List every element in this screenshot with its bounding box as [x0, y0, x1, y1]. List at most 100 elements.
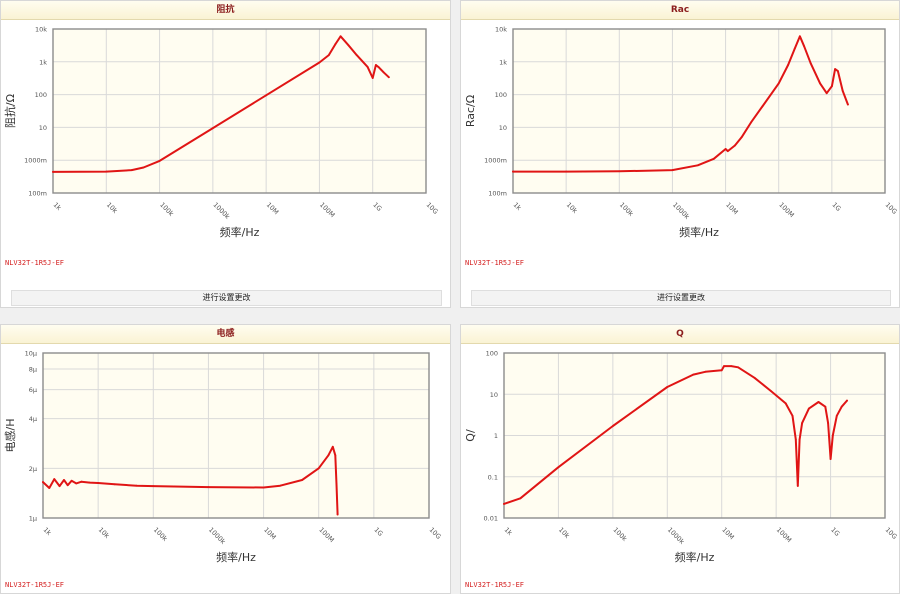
x-tick-label: 10k	[565, 201, 579, 215]
x-tick-label: 1G	[829, 526, 841, 538]
y-tick-label: 1000m	[24, 157, 47, 165]
series-line	[42, 445, 339, 516]
data-point	[720, 369, 723, 372]
data-point	[80, 480, 83, 483]
x-tick-label: 10k	[97, 526, 111, 540]
data-point	[135, 484, 138, 487]
data-point	[317, 467, 320, 470]
data-point	[740, 136, 743, 139]
data-point	[262, 486, 265, 489]
data-point	[831, 434, 834, 437]
x-tick-label: 10k	[557, 526, 571, 540]
data-point	[796, 485, 799, 487]
y-tick-label: 10k	[35, 26, 47, 34]
plot-area	[513, 29, 885, 193]
data-point	[824, 405, 827, 408]
x-tick-label: 100M	[775, 526, 793, 544]
y-axis-label: Q/	[464, 429, 477, 442]
x-tick-label: 100k	[152, 526, 169, 543]
data-point	[63, 479, 65, 481]
data-point	[837, 70, 839, 73]
y-tick-label: 1μ	[29, 515, 37, 523]
y-tick-label: 10μ	[25, 350, 37, 358]
data-point	[557, 466, 560, 469]
y-tick-label: 10	[39, 124, 47, 132]
data-point	[565, 170, 568, 173]
data-point	[840, 405, 843, 408]
data-point	[105, 170, 108, 173]
y-tick-label: 10	[499, 124, 507, 132]
y-tick-label: 0.1	[488, 473, 498, 481]
data-point	[834, 68, 836, 70]
q-part-number: NLV32T-1R5J-EF	[465, 581, 525, 589]
data-point	[142, 166, 145, 169]
y-tick-label: 100m	[488, 190, 507, 198]
data-point	[726, 150, 729, 152]
data-point	[130, 169, 133, 171]
x-tick-label: 1000k	[671, 201, 691, 221]
q-chart: 1k 10k 100k 1000k 10M 100M 1G 10G 0.01 0.1 1 10 100 频…	[464, 350, 899, 565]
inductance-title: 电感	[1, 325, 450, 344]
data-point	[666, 386, 669, 388]
data-point	[335, 483, 338, 486]
plot-area	[43, 353, 429, 518]
data-point	[793, 47, 796, 50]
rac-panel: Rac 1k 10k 100k 1000k 10M 100M 1G 10G 100m 1000m 1…	[460, 0, 900, 308]
y-tick-label: 100	[35, 91, 47, 99]
y-tick-label: 8μ	[29, 365, 37, 373]
x-axis-label: 频率/Hz	[220, 225, 260, 239]
data-point	[777, 82, 780, 85]
impedance-chart: 1k 10k 100k 1000k 10M 100M 1G 10G 100m 1000m 10 100…	[3, 26, 440, 240]
data-point	[318, 61, 321, 64]
data-point	[825, 92, 828, 95]
x-tick-label: 100M	[777, 201, 795, 219]
y-tick-label: 1k	[39, 58, 47, 66]
data-point	[724, 148, 727, 150]
data-point	[618, 170, 621, 173]
data-point	[377, 66, 380, 69]
data-point	[827, 422, 829, 424]
impedance-panel: 阻抗 1k 10k 100k 1000k 10M 100M 1G 10G 100m 1000m 10…	[0, 0, 451, 308]
data-point	[97, 482, 100, 484]
x-tick-label: 10k	[105, 201, 119, 215]
data-point	[798, 438, 801, 441]
data-point	[347, 44, 350, 47]
data-point	[803, 45, 805, 48]
data-point	[753, 376, 756, 379]
data-point	[794, 438, 797, 441]
inductance-chart: 1k 10k 100k 1000k 10M 100M 1G 10G 1μ 2μ 4μ 6μ 8μ 10μ 频…	[4, 350, 443, 565]
x-tick-label: 1000k	[207, 526, 227, 546]
x-tick-label: 1000k	[211, 201, 231, 221]
data-point	[53, 478, 56, 481]
x-tick-label: 100M	[317, 526, 335, 544]
y-axis-label: 阻抗/Ω	[3, 94, 17, 128]
y-tick-label: 100	[486, 350, 498, 358]
x-tick-label: 1k	[52, 201, 63, 212]
data-point	[712, 157, 715, 160]
plot-frame	[512, 28, 886, 194]
data-point	[48, 487, 51, 489]
y-tick-label: 2μ	[29, 465, 37, 473]
y-tick-label: 100	[495, 91, 507, 99]
data-point	[331, 445, 334, 448]
data-point	[279, 484, 282, 487]
x-tick-label: 1k	[512, 201, 523, 212]
impedance-settings-button[interactable]: 进行设置更改	[11, 290, 442, 306]
data-point	[671, 169, 674, 171]
data-point	[301, 479, 304, 481]
x-tick-label: 1k	[503, 526, 514, 537]
data-point	[841, 89, 844, 92]
data-point	[158, 160, 161, 162]
data-point	[355, 54, 358, 57]
data-point	[207, 486, 210, 488]
data-point	[382, 71, 385, 74]
data-point	[375, 64, 377, 66]
data-point	[692, 373, 695, 376]
data-point	[334, 454, 337, 457]
data-point	[830, 85, 833, 88]
rac-title: Rac	[461, 1, 899, 20]
x-tick-label: 10M	[724, 201, 739, 216]
data-point	[211, 127, 214, 130]
rac-settings-button[interactable]: 进行设置更改	[471, 290, 891, 306]
data-point	[801, 422, 804, 424]
